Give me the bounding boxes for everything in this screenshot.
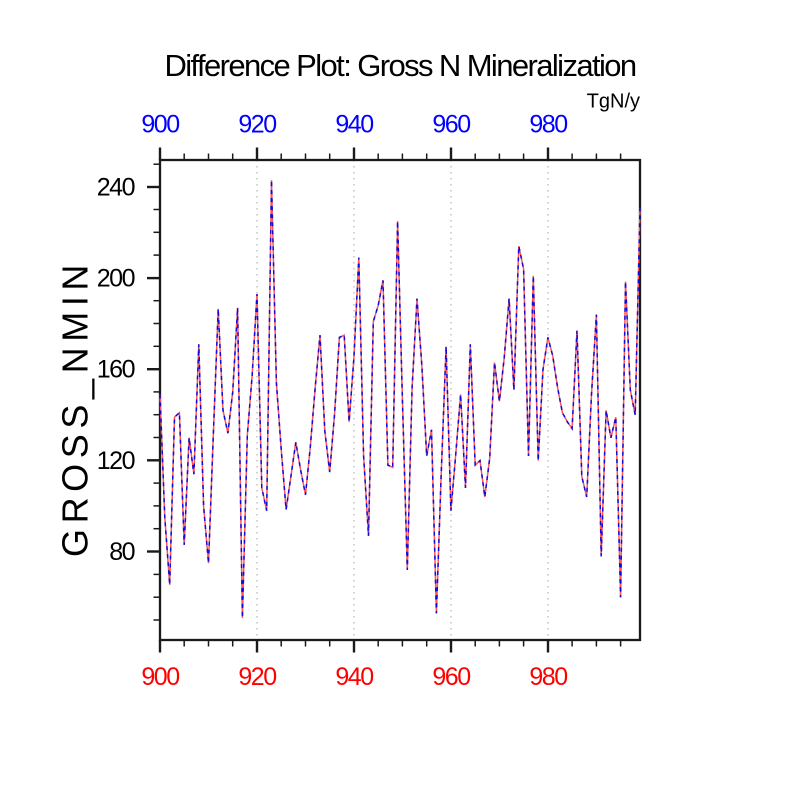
svg-text:960: 960 [432, 663, 470, 691]
svg-text:940: 940 [335, 111, 373, 139]
svg-text:920: 920 [238, 111, 276, 139]
svg-text:900: 900 [141, 111, 179, 139]
svg-text:160: 160 [97, 356, 135, 384]
svg-text:GROSS_NMIN: GROSS_NMIN [55, 259, 96, 557]
svg-text:Difference Plot: Gross N Miner: Difference Plot: Gross N Mineralization [164, 48, 635, 83]
svg-text:TgN/y: TgN/y [587, 91, 640, 113]
svg-text:900: 900 [141, 663, 179, 691]
svg-text:920: 920 [238, 663, 276, 691]
svg-text:240: 240 [97, 174, 135, 202]
svg-text:120: 120 [97, 447, 135, 475]
svg-text:980: 980 [529, 111, 567, 139]
svg-text:200: 200 [97, 265, 135, 293]
svg-text:80: 80 [109, 538, 134, 566]
svg-text:960: 960 [432, 111, 470, 139]
svg-text:980: 980 [529, 663, 567, 691]
svg-text:940: 940 [335, 663, 373, 691]
